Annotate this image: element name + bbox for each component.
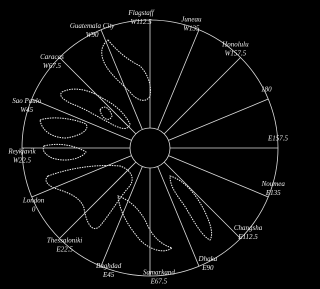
city-label: Samarkand (143, 268, 175, 276)
longitude-label: E67.5 (150, 277, 168, 285)
city-label: Sao Paulo (12, 97, 41, 105)
city-label: London (22, 196, 45, 204)
city-label: Guatemala City (70, 22, 115, 30)
longitude-label: W67.5 (43, 62, 62, 70)
longitude-label: W135 (183, 24, 200, 32)
city-label: Thessaloniki (47, 237, 82, 245)
longitude-label: W112.5 (131, 18, 153, 26)
city-label: Flagstaff (127, 9, 154, 17)
city-label: Dhaka (198, 255, 218, 263)
longitude-label: E135 (265, 189, 281, 197)
longitude-label: 0 (32, 205, 36, 213)
longitude-label: E45 (102, 271, 115, 279)
longitude-label: W45 (20, 106, 33, 114)
city-label: Juneau (181, 15, 202, 23)
longitude-label: E90 (201, 264, 214, 272)
longitude-label: W22.5 (13, 157, 32, 165)
longitude-label: E112.5 (237, 233, 258, 241)
page: {"labels": [ {"city": "Flagstaff", "long… (0, 0, 320, 289)
longitude-label: E157.5 (267, 135, 289, 143)
city-label: Reykjavik (7, 148, 36, 156)
city-label: Caracas (40, 53, 64, 61)
city-label: Changsha (234, 224, 263, 232)
longitude-label: E22.5 (55, 246, 73, 254)
longitude-label: 180 (261, 86, 272, 94)
city-label: Baghdad (96, 262, 122, 270)
longitude-label: W90 (86, 31, 99, 39)
city-label: Noumea (261, 180, 286, 188)
longitude-label: W157.5 (225, 50, 247, 58)
city-label: Honolulu (221, 41, 249, 49)
